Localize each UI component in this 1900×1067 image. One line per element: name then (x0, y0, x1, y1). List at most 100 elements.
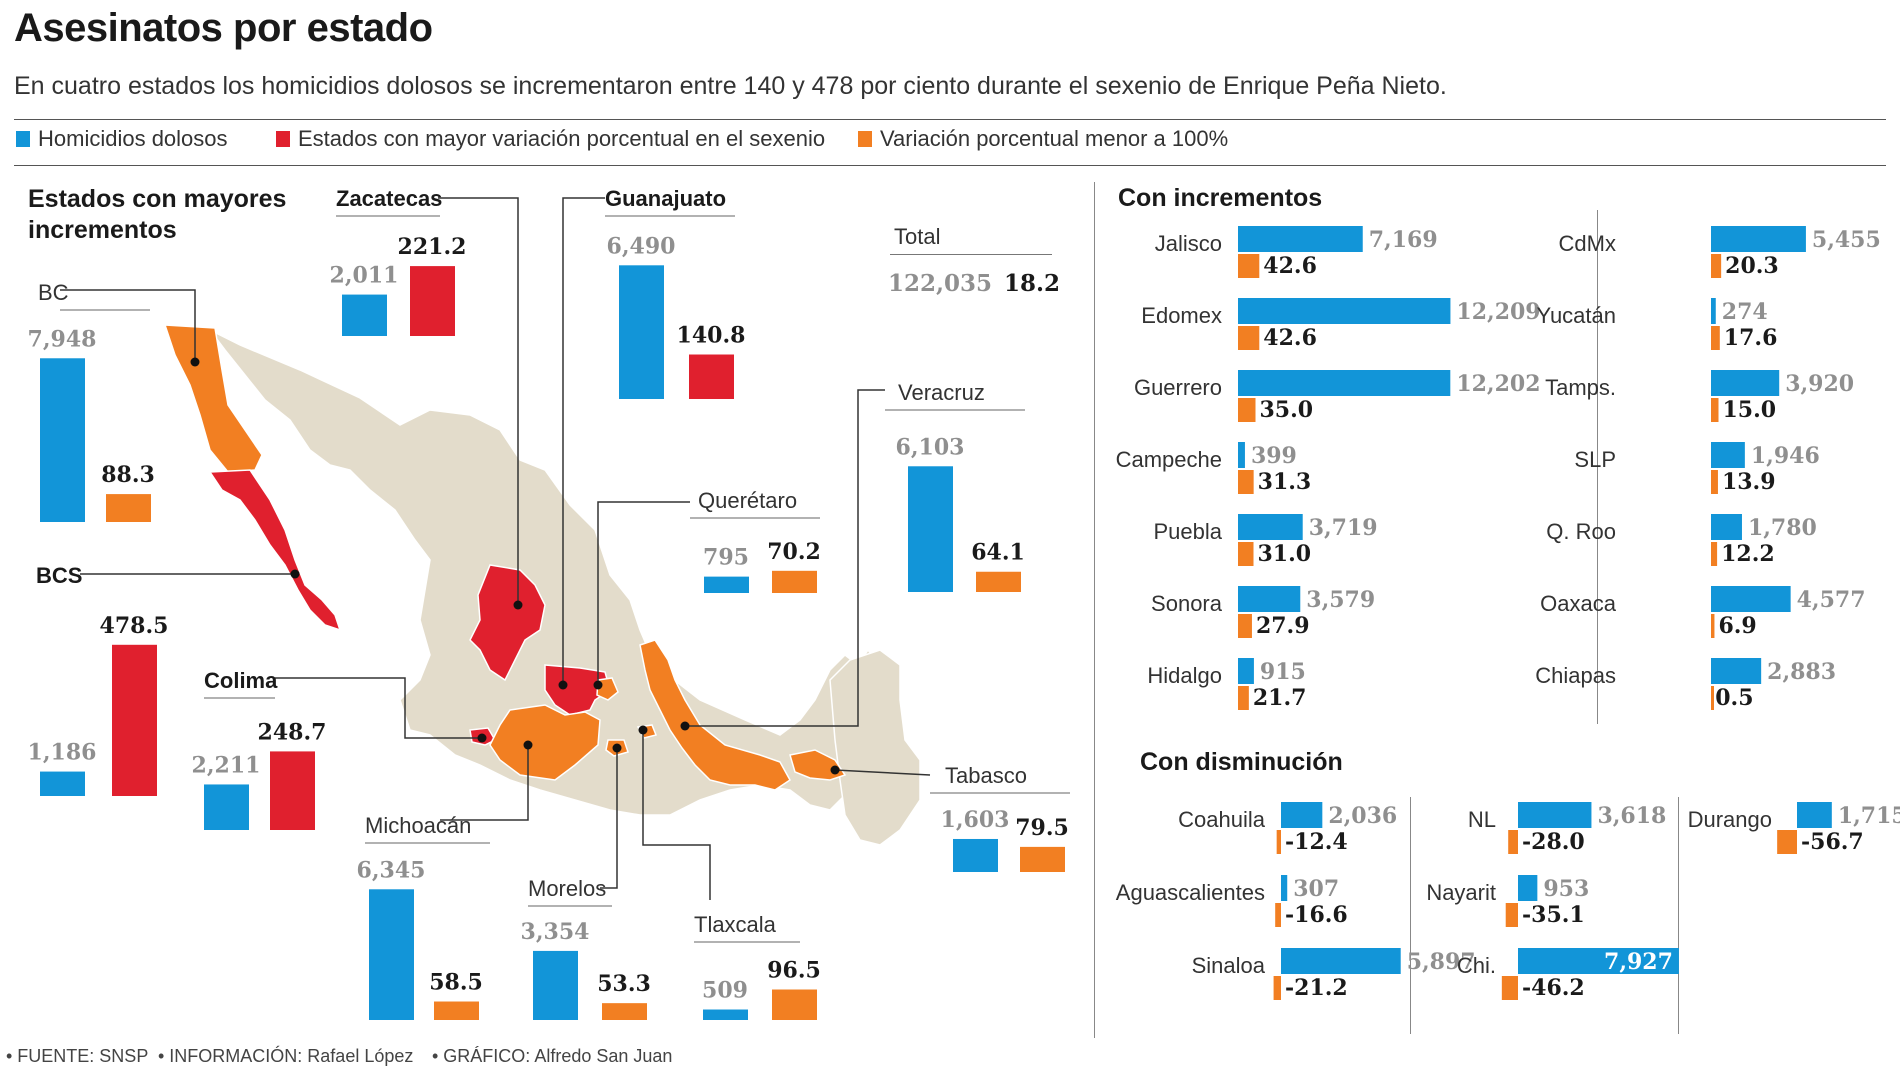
value-homicidios-cdmx: 5,455 (1812, 227, 1881, 253)
value-homicidios-edomex: 12,209 (1456, 299, 1540, 325)
value-variacion-veracruz: 64.1 (971, 540, 1025, 566)
bar-variacion-coahuila (1276, 830, 1281, 854)
bar-homicidios-slp (1711, 442, 1745, 468)
value-variacion-queretaro: 70.2 (767, 539, 821, 565)
leader-morelos (600, 748, 618, 889)
bar-homicidios-colima (204, 784, 249, 830)
row-jalisco: Jalisco 7,169 42.6 (1155, 226, 1438, 279)
bar-variacion-durango (1777, 830, 1797, 854)
value-variacion-aguascalientes: -16.6 (1285, 902, 1348, 928)
value-variacion-zacatecas: 221.2 (398, 234, 467, 260)
legend-label: Variación porcentual menor a 100% (880, 126, 1229, 151)
state-label-bc: BC (38, 280, 69, 305)
bar-homicidios-q-roo (1711, 514, 1742, 540)
value-homicidios-bc: 7,948 (28, 326, 97, 352)
value-variacion-hidalgo: 21.7 (1253, 685, 1307, 711)
left-heading-line-2: incrementos (28, 216, 177, 244)
row-label-q-roo: Q. Roo (1546, 519, 1616, 544)
value-homicidios-queretaro: 795 (703, 545, 749, 571)
value-variacion-tamps: 15.0 (1723, 397, 1777, 423)
row-label-yucatan: Yucatán (1536, 303, 1616, 328)
bar-variacion-nl (1508, 830, 1518, 854)
bar-homicidios-queretaro (704, 576, 749, 593)
bar-homicidios-veracruz (908, 466, 953, 592)
value-homicidios-colima: 2,211 (192, 752, 261, 778)
value-homicidios-aguascalientes: 307 (1293, 876, 1339, 902)
row-label-campeche: Campeche (1116, 447, 1222, 472)
dot-michoacan (523, 740, 533, 750)
bar-homicidios-edomex (1238, 298, 1451, 324)
row-label-hidalgo: Hidalgo (1147, 663, 1222, 688)
value-variacion-coahuila: -12.4 (1285, 829, 1348, 855)
value-variacion-chi: -46.2 (1522, 975, 1585, 1001)
row-label-nayarit: Nayarit (1426, 880, 1496, 905)
bar-variacion-sinaloa (1273, 976, 1281, 1000)
value-variacion-jalisco: 42.6 (1263, 253, 1317, 279)
map-veracruz[interactable] (639, 639, 791, 791)
bar-homicidios-sinaloa (1281, 948, 1401, 974)
map-tabasco[interactable] (789, 749, 847, 781)
value-homicidios-michoacan: 6,345 (357, 857, 426, 883)
map-bc[interactable] (163, 324, 263, 473)
value-homicidios-oaxaca: 4,577 (1797, 587, 1866, 613)
leader-zacatecas (438, 197, 519, 605)
row-label-tamps: Tamps. (1545, 375, 1616, 400)
dot-morelos (612, 743, 622, 753)
map-queretaro[interactable] (596, 677, 619, 701)
state-label-tabasco: Tabasco (945, 763, 1027, 788)
row-coahuila: Coahuila 2,036-12.4 (1178, 802, 1397, 855)
row-label-slp: SLP (1574, 447, 1616, 472)
map-guanajuato[interactable] (544, 664, 611, 716)
dot-bc (190, 357, 200, 367)
dot-bcs (290, 569, 300, 579)
value-homicidios-zacatecas: 2,011 (330, 263, 399, 289)
state-group-tlaxcala: Tlaxcala 509 96.5 (694, 912, 821, 1020)
value-variacion-sonora: 27.9 (1256, 613, 1310, 639)
map-bcs[interactable] (208, 469, 342, 632)
right-bar-charts: Jalisco 7,169 42.6 Edomex 12,209 42.6 Guerrero… (1116, 226, 1900, 1001)
state-group-queretaro: Querétaro 795 70.2 (690, 488, 821, 593)
row-label-oaxaca: Oaxaca (1540, 591, 1617, 616)
map-and-state-bars: BC 7,948 88.3 BCS 1,186 478.5 Zacatecas 2,011 22… (28, 186, 1070, 1020)
bar-homicidios-bc (40, 358, 85, 522)
bar-variacion-tabasco (1020, 846, 1065, 872)
map-michoacan[interactable] (489, 704, 601, 781)
state-group-zacatecas: Zacatecas 2,011 221.2 (330, 186, 467, 336)
bar-homicidios-campeche (1238, 442, 1245, 468)
value-homicidios-hidalgo: 915 (1260, 659, 1306, 685)
value-variacion-nayarit: -35.1 (1522, 902, 1585, 928)
leader-veracruz (685, 389, 885, 727)
dot-veracruz (680, 721, 690, 731)
value-homicidios-jalisco: 7,169 (1369, 227, 1438, 253)
row-sinaloa: Sinaloa 5,897 -21.2 (1192, 948, 1476, 1001)
row-chi: Chi. 7,927 -46.2 (1457, 948, 1679, 1001)
value-homicidios-guerrero: 12,202 (1456, 371, 1540, 397)
bar-variacion-morelos (602, 1003, 647, 1020)
state-group-veracruz: Veracruz 6,103 64.1 (885, 380, 1025, 592)
map-zacatecas[interactable] (469, 564, 546, 682)
bar-variacion-edomex (1238, 326, 1260, 350)
leader-tlaxcala (642, 730, 711, 900)
state-label-bcs: BCS (36, 563, 82, 588)
bar-variacion-guanajuato (689, 354, 734, 399)
heading-con-incrementos: Con incrementos (1118, 184, 1323, 212)
state-group-tabasco: Tabasco 1,603 79.5 (930, 763, 1070, 872)
state-label-colima: Colima (204, 668, 278, 693)
value-homicidios-veracruz: 6,103 (896, 434, 965, 460)
value-variacion-chiapas: 0.5 (1715, 685, 1753, 711)
bar-variacion-veracruz (976, 571, 1021, 592)
row-label-edomex: Edomex (1141, 303, 1222, 328)
value-variacion-tabasco: 79.5 (1015, 815, 1069, 841)
row-label-chiapas: Chiapas (1535, 663, 1616, 688)
bar-variacion-michoacan (434, 1001, 479, 1020)
row-label-jalisco: Jalisco (1155, 231, 1222, 256)
value-homicidios-q-roo: 1,780 (1748, 515, 1817, 541)
bar-variacion-puebla (1238, 542, 1254, 566)
bar-homicidios-sonora (1238, 586, 1301, 612)
leader-michoacan (440, 745, 529, 821)
bar-variacion-slp (1711, 470, 1718, 494)
state-label-zacatecas: Zacatecas (336, 186, 442, 211)
bar-homicidios-yucatan (1711, 298, 1716, 324)
bar-homicidios-hidalgo (1238, 658, 1254, 684)
